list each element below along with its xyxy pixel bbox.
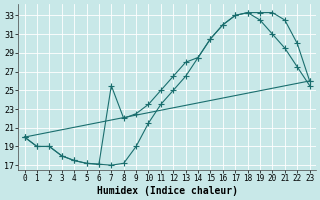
X-axis label: Humidex (Indice chaleur): Humidex (Indice chaleur) — [97, 186, 237, 196]
